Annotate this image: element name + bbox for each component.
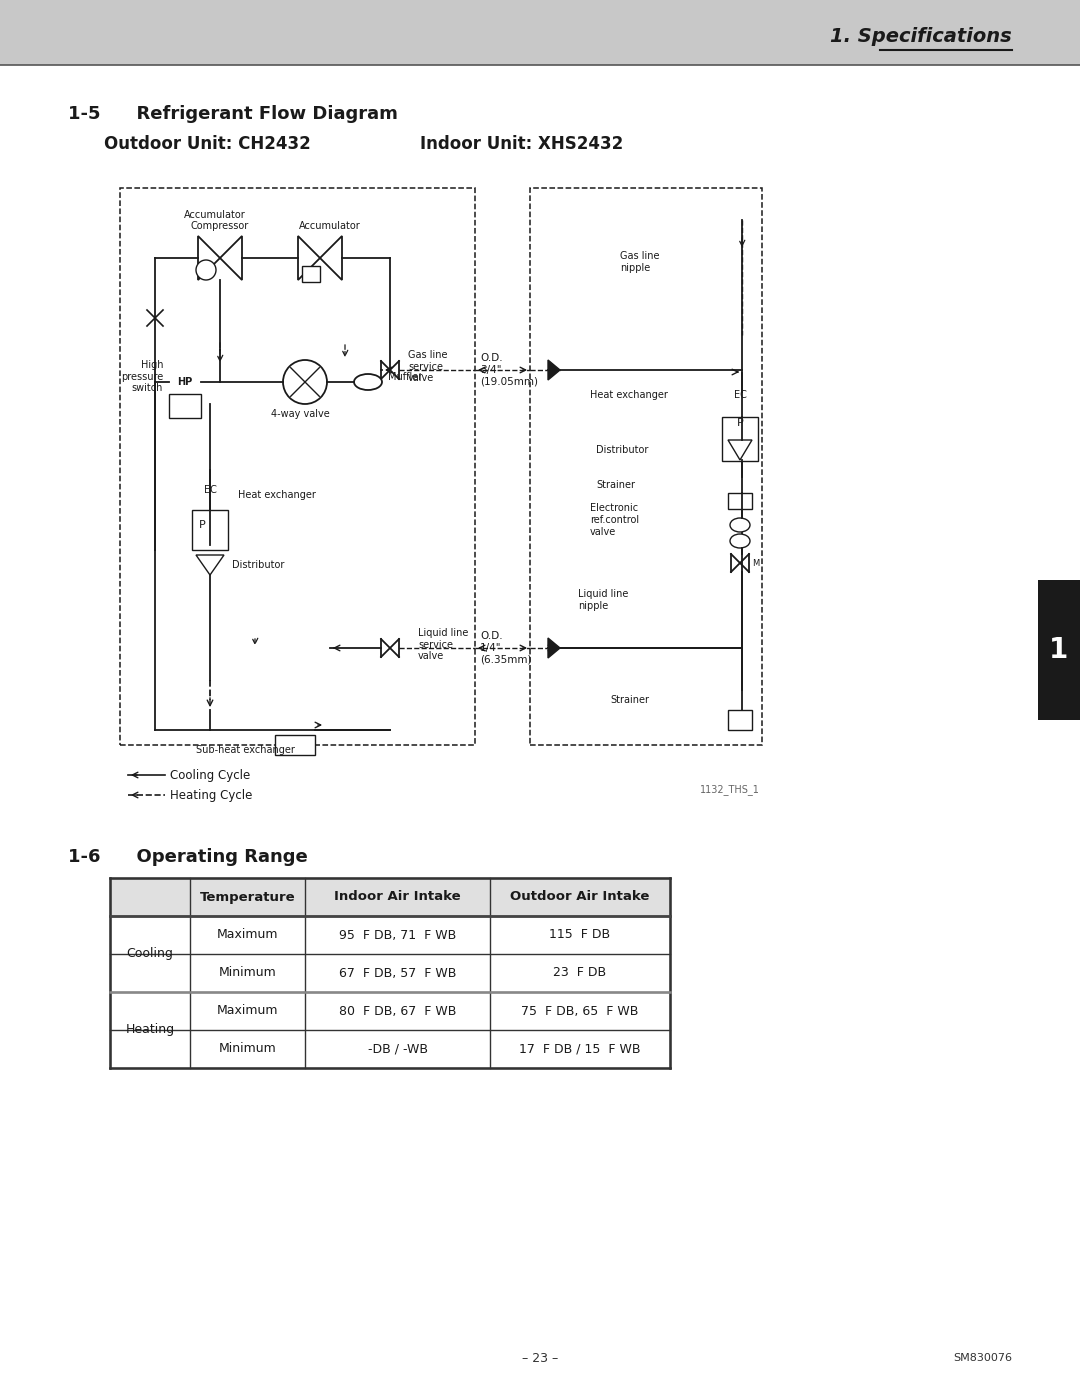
- Text: Muffler: Muffler: [388, 372, 422, 381]
- Text: 95  F DB, 71  F WB: 95 F DB, 71 F WB: [339, 929, 456, 942]
- Text: Liquid line
nipple: Liquid line nipple: [578, 590, 629, 610]
- Bar: [1038, 580, 1080, 719]
- Bar: [110, 877, 670, 916]
- Text: Liquid line
service
valve: Liquid line service valve: [418, 629, 469, 661]
- Text: P: P: [199, 520, 205, 529]
- Ellipse shape: [354, 374, 382, 390]
- Text: M: M: [752, 559, 759, 567]
- Circle shape: [195, 260, 216, 279]
- Bar: [728, 493, 752, 509]
- Polygon shape: [195, 555, 224, 576]
- Text: EC: EC: [203, 485, 216, 495]
- Text: Outdoor Air Intake: Outdoor Air Intake: [511, 890, 650, 904]
- Text: Cooling Cycle: Cooling Cycle: [170, 768, 251, 781]
- Ellipse shape: [730, 518, 750, 532]
- Text: 1. Specifications: 1. Specifications: [831, 27, 1012, 46]
- Text: Outdoor Unit: CH2432: Outdoor Unit: CH2432: [104, 136, 311, 154]
- Text: 1: 1: [1050, 636, 1068, 664]
- Text: Gas line
service
valve: Gas line service valve: [408, 351, 447, 383]
- Bar: [120, 189, 475, 745]
- Bar: [723, 416, 758, 461]
- Text: Distributor: Distributor: [596, 446, 648, 455]
- Text: 75  F DB, 65  F WB: 75 F DB, 65 F WB: [522, 1004, 638, 1017]
- Text: 23  F DB: 23 F DB: [553, 967, 607, 979]
- Text: -DB / -WB: -DB / -WB: [367, 1042, 428, 1056]
- Bar: [192, 510, 228, 550]
- Bar: [0, 0, 1080, 66]
- Text: – 23 –: – 23 –: [522, 1351, 558, 1365]
- Text: P: P: [737, 418, 743, 427]
- Text: Heat exchanger: Heat exchanger: [238, 490, 315, 500]
- Text: Accumulator: Accumulator: [299, 221, 361, 231]
- Text: O.D.
3/4"
(19.05mm): O.D. 3/4" (19.05mm): [480, 353, 538, 387]
- Polygon shape: [548, 638, 561, 658]
- Text: EC: EC: [733, 390, 746, 400]
- Text: 80  F DB, 67  F WB: 80 F DB, 67 F WB: [339, 1004, 456, 1017]
- Text: Indoor Air Intake: Indoor Air Intake: [334, 890, 461, 904]
- Bar: [168, 394, 201, 418]
- Text: 4-way valve: 4-way valve: [271, 409, 329, 419]
- Bar: [728, 710, 752, 731]
- Text: Heating Cycle: Heating Cycle: [170, 788, 253, 802]
- Text: Cooling: Cooling: [126, 947, 174, 961]
- Text: Maximum: Maximum: [217, 1004, 279, 1017]
- Text: Indoor Unit: XHS2432: Indoor Unit: XHS2432: [420, 136, 623, 154]
- Text: Compressor: Compressor: [191, 221, 249, 231]
- Text: 17  F DB / 15  F WB: 17 F DB / 15 F WB: [519, 1042, 640, 1056]
- Text: 1-6  Operating Range: 1-6 Operating Range: [68, 848, 308, 866]
- Text: 1-5  Refrigerant Flow Diagram: 1-5 Refrigerant Flow Diagram: [68, 105, 397, 123]
- Text: High
pressure
switch: High pressure switch: [121, 360, 163, 393]
- Text: Minimum: Minimum: [218, 967, 276, 979]
- Text: Minimum: Minimum: [218, 1042, 276, 1056]
- Text: Strainer: Strainer: [610, 694, 649, 705]
- Text: Temperature: Temperature: [200, 890, 295, 904]
- Text: Gas line
nipple: Gas line nipple: [620, 251, 660, 272]
- Bar: [302, 265, 320, 282]
- Text: HP: HP: [177, 377, 192, 387]
- Bar: [530, 189, 762, 745]
- Text: 1132_THS_1: 1132_THS_1: [700, 785, 760, 795]
- Text: Strainer: Strainer: [596, 481, 635, 490]
- Text: 67  F DB, 57  F WB: 67 F DB, 57 F WB: [339, 967, 456, 979]
- Text: O.D.
1/4"
(6.35mm): O.D. 1/4" (6.35mm): [480, 631, 531, 665]
- Text: Electronic
ref.control
valve: Electronic ref.control valve: [590, 503, 639, 536]
- Polygon shape: [728, 440, 752, 460]
- Text: Maximum: Maximum: [217, 929, 279, 942]
- Circle shape: [283, 360, 327, 404]
- Text: 115  F DB: 115 F DB: [550, 929, 610, 942]
- Text: Distributor: Distributor: [232, 560, 284, 570]
- Text: Heating: Heating: [125, 1024, 175, 1037]
- Ellipse shape: [730, 534, 750, 548]
- Text: Sub-heat exchanger: Sub-heat exchanger: [195, 745, 295, 754]
- Bar: [275, 735, 315, 754]
- Text: Heat exchanger: Heat exchanger: [590, 390, 667, 400]
- Text: Accumulator: Accumulator: [184, 210, 246, 219]
- Polygon shape: [548, 360, 561, 380]
- Text: SM830076: SM830076: [953, 1354, 1012, 1363]
